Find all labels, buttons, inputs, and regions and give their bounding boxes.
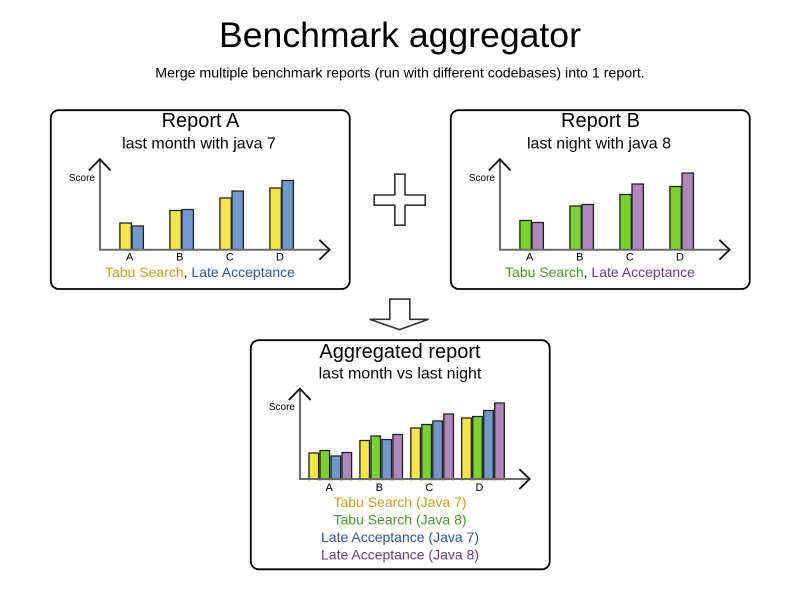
- svg-text:last night with java 8: last night with java 8: [527, 136, 671, 153]
- svg-text:C: C: [626, 252, 634, 264]
- svg-text:B: B: [176, 252, 183, 264]
- svg-text:Tabu Search, Late Acceptance: Tabu Search, Late Acceptance: [505, 264, 695, 280]
- svg-text:C: C: [226, 252, 234, 264]
- svg-text:B: B: [576, 252, 583, 264]
- svg-text:Report A: Report A: [162, 110, 240, 132]
- svg-text:Tabu Search, Late Acceptance: Tabu Search, Late Acceptance: [105, 264, 295, 280]
- svg-text:A: A: [126, 252, 134, 264]
- svg-text:Report B: Report B: [561, 110, 640, 132]
- svg-text:last month with java 7: last month with java 7: [122, 136, 276, 153]
- svg-text:Merge multiple benchmark repor: Merge multiple benchmark reports (run wi…: [155, 66, 644, 82]
- svg-text:Tabu Search (Java 8): Tabu Search (Java 8): [333, 512, 466, 528]
- svg-text:Benchmark aggregator: Benchmark aggregator: [219, 15, 581, 55]
- svg-text:Score: Score: [269, 402, 296, 413]
- svg-text:Tabu Search (Java 7): Tabu Search (Java 7): [333, 494, 466, 510]
- svg-text:Score: Score: [469, 173, 496, 184]
- svg-text:D: D: [476, 482, 484, 494]
- svg-text:Late Acceptance (Java 8): Late Acceptance (Java 8): [321, 546, 479, 562]
- svg-text:last month vs last night: last month vs last night: [319, 366, 482, 383]
- svg-text:D: D: [276, 252, 284, 264]
- svg-text:B: B: [376, 482, 383, 494]
- svg-text:Aggregated report: Aggregated report: [319, 341, 481, 363]
- svg-text:D: D: [676, 252, 684, 264]
- svg-text:Score: Score: [69, 173, 96, 184]
- svg-text:C: C: [425, 482, 433, 494]
- svg-text:Late Acceptance (Java 7): Late Acceptance (Java 7): [321, 529, 479, 545]
- svg-text:A: A: [326, 482, 334, 494]
- svg-text:A: A: [526, 252, 534, 264]
